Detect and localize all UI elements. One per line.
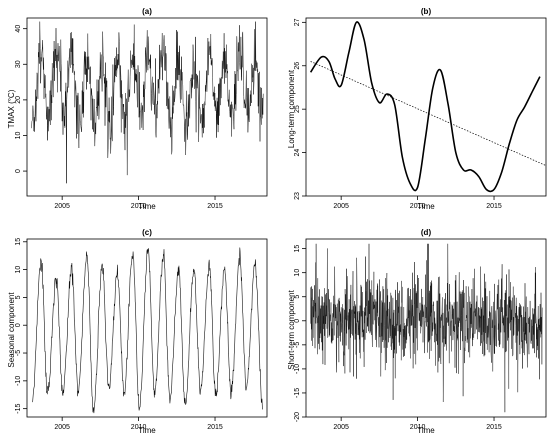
y-tick-label: 0 [294,319,301,323]
y-tick-label: 27 [294,18,301,26]
panel-a-xlabel: Time [138,202,156,211]
y-tick-label: 23 [294,192,301,200]
panel-b: (b) Time Long-term component 2005 2010 201… [287,7,547,211]
series-line [310,243,543,413]
x-tick-label: 2015 [486,424,502,431]
y-tick-label: 26 [294,62,301,70]
y-tick-label: -20 [294,412,301,422]
y-tick-label: 0 [15,323,22,327]
panel-b-xlabel: Time [417,202,435,211]
x-tick-label: 2005 [333,424,349,431]
x-tick-label: 2015 [207,424,223,431]
x-tick-label: 2010 [410,424,426,431]
y-tick-label: 40 [15,25,22,33]
y-tick-label: -15 [15,403,22,413]
y-tick-label: 5 [15,295,22,299]
x-tick-label: 2010 [131,203,147,210]
y-tick-label: 15 [15,238,22,246]
y-tick-label: -15 [294,388,301,398]
panel-d-title: (d) [421,228,432,237]
y-tick-label: 20 [15,96,22,104]
x-tick-label: 2010 [410,203,426,210]
panel-a-ylabel: TMAX (°C) [7,89,16,128]
seasonal-line [32,247,263,414]
y-tick-label: 10 [15,266,22,274]
trend-line [310,61,547,166]
panel-d-ylabel: Short-term component [287,289,296,369]
y-tick-label: -5 [15,350,22,356]
series-line [31,21,264,184]
plot-frame [26,238,268,418]
panel-a-title: (a) [142,7,152,16]
x-tick-label: 2005 [54,424,70,431]
panel-c-ylabel: Seasonal component [7,292,16,368]
panel-c-xlabel: Time [138,426,156,435]
plot-frame [26,17,268,197]
y-tick-label: -10 [294,364,301,374]
y-tick-label: 24 [294,149,301,157]
y-tick-label: 30 [15,60,22,68]
long-term-line [309,21,541,193]
x-tick-label: 2015 [207,203,223,210]
y-tick-label: -10 [15,376,22,386]
x-tick-label: 2010 [131,424,147,431]
plot-frame [305,238,547,418]
panel-b-ylabel: Long-term component [287,69,296,148]
panel-c-title: (c) [142,228,152,237]
y-tick-label: 0 [15,169,22,173]
panel-a: (a) Time TMAX (°C) 2005 2010 2015 0 10 20 30 40 [7,7,268,211]
y-tick-label: 5 [294,295,301,299]
panel-c: (c) Time Seasonal component 2005 2010 2015… [7,228,268,435]
x-tick-label: 2005 [54,203,70,210]
panel-d-xlabel: Time [417,426,435,435]
y-tick-label: -5 [294,342,301,348]
panel-d: (d) Time Short-term component 2005 2010 20… [287,228,547,435]
y-tick-label: 10 [15,131,22,139]
y-tick-label: 25 [294,105,301,113]
panel-b-title: (b) [421,7,432,16]
y-tick-label: 15 [294,245,301,253]
x-tick-label: 2015 [486,203,502,210]
y-tick-label: 10 [294,269,301,277]
plot-frame [305,17,547,197]
x-tick-label: 2005 [333,203,349,210]
